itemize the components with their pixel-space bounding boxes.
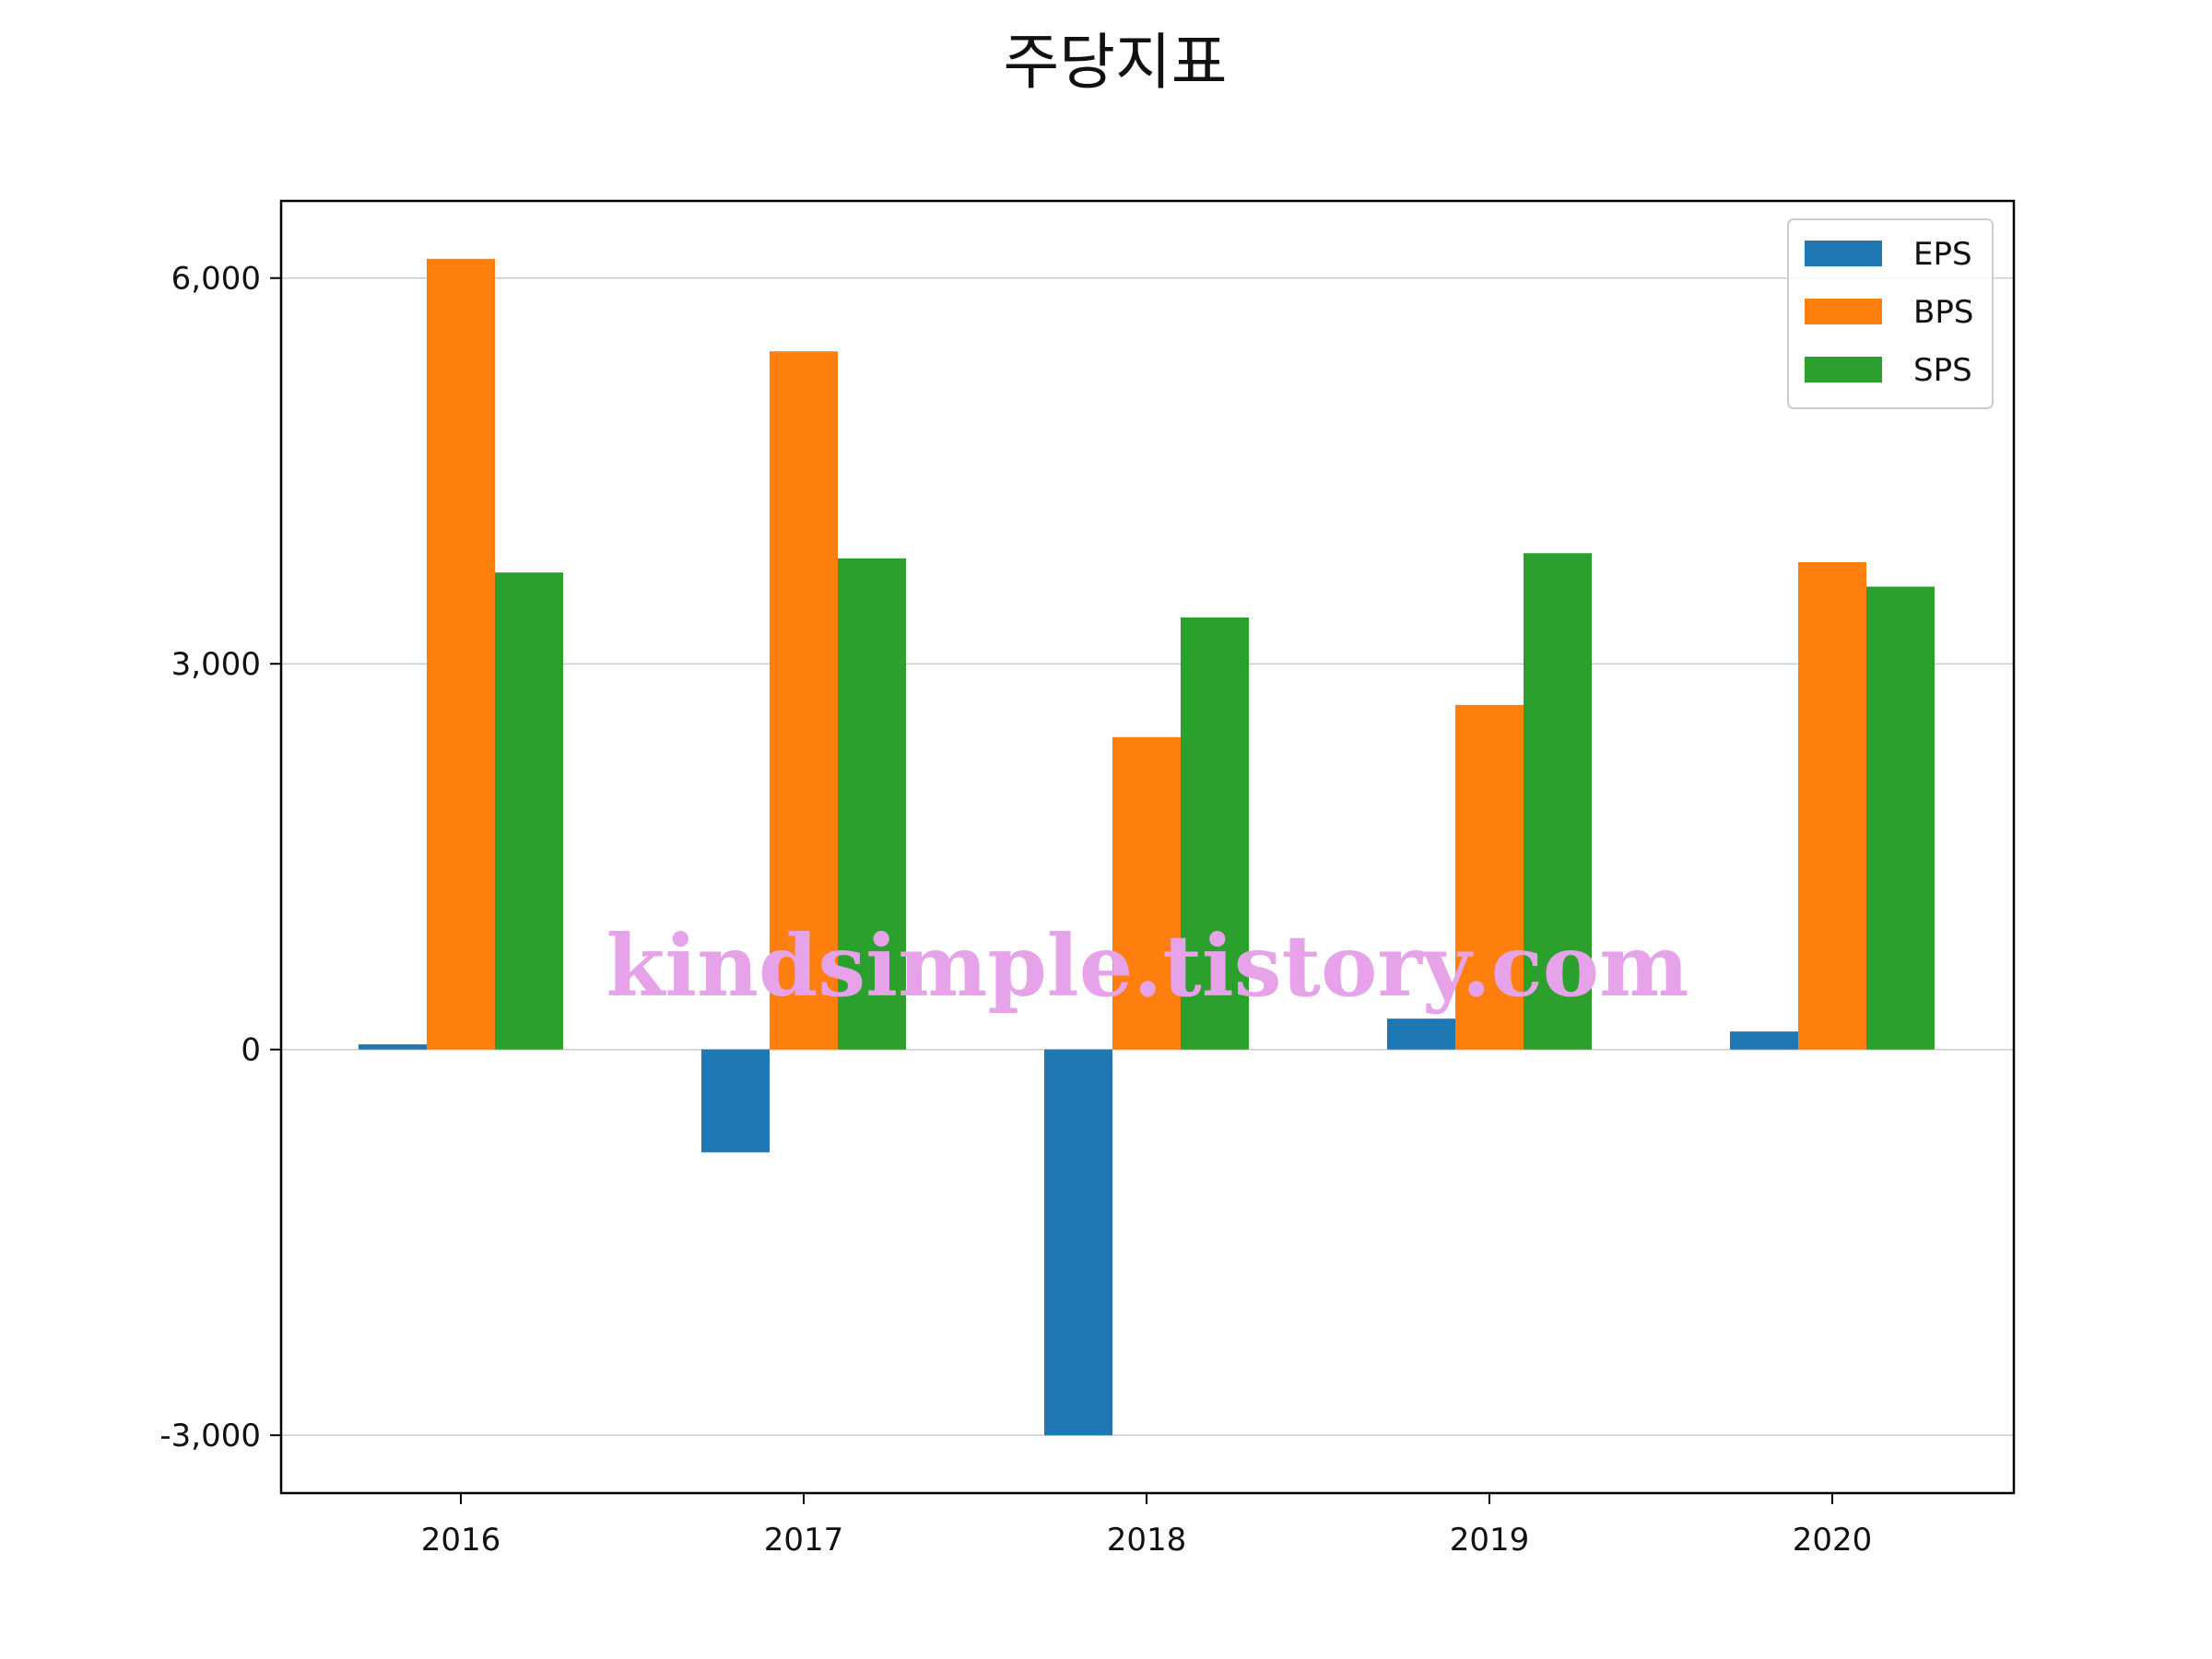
x-tick-label: 2018 bbox=[1107, 1522, 1187, 1559]
watermark-text: kindsimple.tistory.com bbox=[606, 916, 1688, 1016]
bar-eps-2020 bbox=[1730, 1031, 1798, 1050]
bar-eps-2017 bbox=[701, 1049, 770, 1153]
legend-swatch-bps bbox=[1805, 299, 1882, 324]
chart-title: 주당지표 bbox=[1004, 27, 1228, 98]
legend-swatch-sps bbox=[1805, 357, 1882, 382]
bar-bps-2018 bbox=[1112, 736, 1181, 1050]
bar-bps-2019 bbox=[1455, 704, 1524, 1050]
y-axis: -3,000 0 3,000 6,000 bbox=[159, 261, 281, 1454]
legend-label-sps: SPS bbox=[1913, 352, 1972, 389]
y-tick-label: 0 bbox=[241, 1032, 261, 1069]
x-tick-label: 2020 bbox=[1793, 1522, 1873, 1559]
bar-bps-2017 bbox=[770, 351, 838, 1050]
legend-label-eps: EPS bbox=[1913, 236, 1972, 273]
bar-sps-2016 bbox=[495, 572, 563, 1050]
gridlines bbox=[281, 276, 2014, 1436]
bar-bps-2016 bbox=[427, 258, 495, 1050]
legend: EPS BPS SPS bbox=[1787, 218, 1994, 409]
x-tick-label: 2017 bbox=[764, 1522, 844, 1559]
bar-sps-2020 bbox=[1866, 586, 1935, 1050]
bar-sps-2019 bbox=[1524, 553, 1592, 1050]
bar-eps-2016 bbox=[359, 1044, 427, 1050]
plot-frame bbox=[279, 199, 2016, 1495]
x-axis: 2016 2017 2018 2019 2020 bbox=[421, 1493, 1873, 1559]
bar-sps-2018 bbox=[1181, 617, 1249, 1050]
y-tick-label: 3,000 bbox=[171, 646, 261, 683]
bar-sps-2017 bbox=[838, 558, 906, 1050]
bar-bps-2020 bbox=[1798, 562, 1866, 1050]
bars bbox=[359, 258, 1935, 1436]
y-tick-label: 6,000 bbox=[171, 261, 261, 298]
y-tick-label: -3,000 bbox=[159, 1418, 261, 1454]
x-tick-label: 2016 bbox=[421, 1522, 501, 1559]
bar-eps-2018 bbox=[1044, 1049, 1112, 1436]
bar-eps-2019 bbox=[1387, 1018, 1455, 1050]
x-tick-label: 2019 bbox=[1450, 1522, 1530, 1559]
legend-swatch-eps bbox=[1805, 241, 1882, 266]
legend-label-bps: BPS bbox=[1913, 294, 1973, 331]
